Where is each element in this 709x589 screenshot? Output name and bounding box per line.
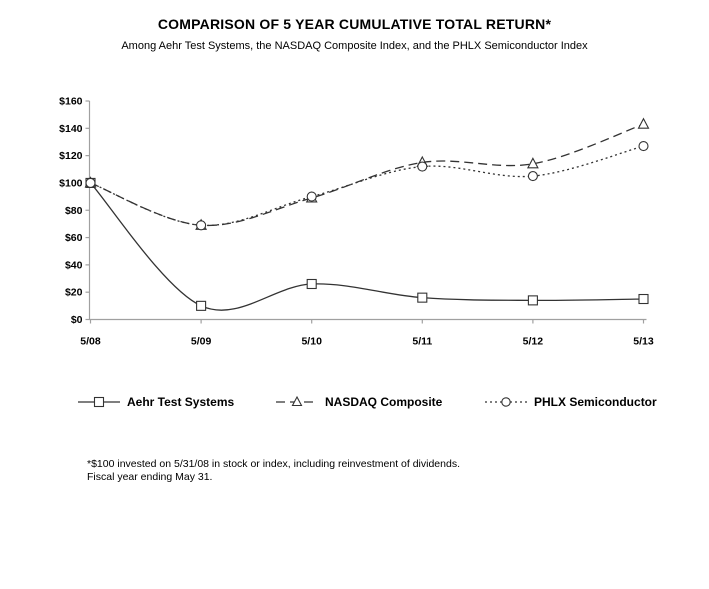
square-icon [93, 396, 105, 408]
legend-item-phlx-semiconductor: PHLX Semiconductor [484, 394, 657, 410]
x-tick-label: 5/10 [301, 336, 322, 348]
legend-label-phlx-semiconductor: PHLX Semiconductor [534, 395, 657, 409]
x-tick-label: 5/12 [523, 336, 544, 348]
circle-marker [85, 177, 96, 188]
series-line-aehr-test-systems [90, 182, 644, 311]
y-tick-label: $120 [59, 150, 83, 162]
chart-footnote: *$100 invested on 5/31/08 in stock or in… [87, 458, 460, 483]
x-tick-label: 5/08 [80, 336, 101, 348]
x-tick-label: 5/09 [191, 336, 212, 348]
y-tick-label: $140 [59, 123, 83, 135]
legend-marker-aehr-test-systems [78, 396, 120, 408]
series-line-phlx-semiconductor [90, 145, 644, 226]
series-phlx-semiconductor [85, 141, 649, 231]
y-tick-label: $160 [59, 96, 83, 108]
circle-marker [417, 161, 428, 172]
footnote-line-1: *$100 invested on 5/31/08 in stock or in… [87, 458, 460, 470]
y-tick-label: $80 [65, 205, 83, 217]
legend-marker-phlx-semiconductor [485, 397, 527, 407]
chart-title: COMPARISON OF 5 YEAR CUMULATIVE TOTAL RE… [157, 16, 552, 32]
axes: $0 $20 $40 $60 $80 $100 $120 $140 $160 5/08 5/09 5/… [59, 96, 654, 348]
legend-label-nasdaq-composite: NASDAQ Composite [325, 395, 443, 409]
circle-marker [306, 191, 317, 202]
square-marker [527, 295, 538, 306]
circle-marker [196, 220, 207, 231]
series-nasdaq-composite [84, 117, 650, 230]
legend-item-aehr-test-systems: Aehr Test Systems [77, 394, 234, 410]
circle-marker [527, 171, 538, 182]
triangle-marker [526, 157, 539, 169]
square-marker [196, 300, 207, 311]
legend-label-aehr-test-systems: Aehr Test Systems [127, 395, 235, 409]
circle-icon [501, 397, 511, 407]
series-line-nasdaq-composite [90, 123, 644, 227]
x-tick-label: 5/11 [412, 336, 432, 348]
footnote-line-2: Fiscal year ending May 31. [87, 470, 213, 483]
legend-item-nasdaq-composite: NASDAQ Composite [275, 394, 442, 410]
y-tick-label: $100 [59, 177, 83, 189]
triangle-marker [637, 117, 650, 129]
y-tick-label: $60 [65, 232, 83, 244]
chart-subtitle: Among Aehr Test Systems, the NASDAQ Comp… [121, 40, 588, 52]
triangle-icon [291, 395, 303, 407]
y-tick-label: $0 [71, 314, 83, 326]
series-aehr-test-systems [85, 177, 649, 311]
x-tick-label: 5/13 [633, 336, 654, 348]
square-marker [417, 292, 428, 303]
square-marker [306, 278, 317, 290]
square-marker [638, 293, 649, 305]
circle-marker [638, 141, 649, 152]
legend-marker-nasdaq-composite [276, 395, 318, 407]
y-tick-label: $40 [65, 259, 83, 271]
y-tick-label: $20 [65, 287, 83, 299]
